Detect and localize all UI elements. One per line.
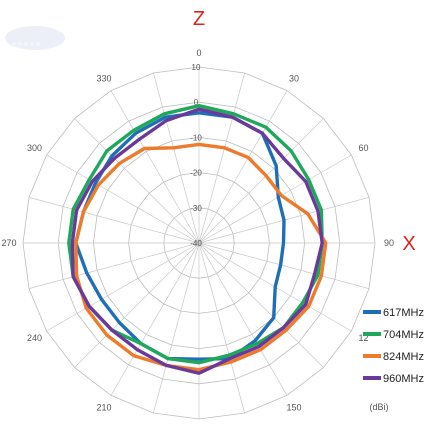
angle-tick-label: 300 (27, 143, 42, 153)
series-line-824MHz (74, 142, 328, 372)
angle-tick-label: 0 (196, 48, 201, 58)
angle-labels: 030609012150180210240270300330 (1, 48, 394, 413)
grid-spoke (28, 197, 200, 244)
series-line-704MHz (67, 103, 324, 365)
x-axis-label: X (402, 233, 415, 255)
radial-tick-label: 10 (192, 63, 201, 72)
grid-spoke (198, 72, 245, 244)
grid-spoke (46, 242, 200, 332)
grid-spoke (198, 242, 324, 368)
legend-label: 960MHz (383, 373, 424, 385)
radial-labels: 10 0 -10 -20 -30 -40 (190, 63, 202, 248)
angle-tick-label: 270 (1, 238, 16, 248)
grid-spoke (153, 72, 200, 244)
legend: 617MHz 704MHz 824MHz 960MHz (363, 307, 424, 385)
legend-label: 617MHz (383, 307, 424, 319)
grid-spoke (198, 242, 245, 414)
grid-spoke (198, 118, 324, 244)
grid-spoke (110, 242, 200, 396)
unit-label: (dBi) (369, 402, 388, 412)
grid-spoke (198, 242, 370, 289)
grid-spoke (46, 154, 200, 244)
angle-tick-label: 240 (27, 333, 42, 343)
grid-spoke (28, 242, 200, 289)
radial-tick-label: -30 (190, 204, 202, 213)
angle-tick-label: 12 (358, 333, 368, 343)
z-axis-label: Z (193, 8, 205, 30)
angle-tick-label: 330 (96, 74, 111, 84)
radial-tick-label: -10 (190, 133, 202, 142)
legend-label: 704MHz (383, 329, 424, 341)
grid-spoke (198, 90, 288, 244)
grid-spoke (153, 242, 200, 414)
series-line-960MHz (70, 107, 324, 375)
angle-tick-label: 60 (358, 143, 368, 153)
grid-spoke (74, 242, 200, 368)
radial-tick-label: -40 (190, 239, 202, 248)
grid-spoke (74, 118, 200, 244)
angle-tick-label: 210 (96, 403, 111, 413)
angle-tick-label: 30 (289, 74, 299, 84)
grid-spoke (198, 242, 288, 396)
radial-tick-label: -20 (190, 169, 202, 178)
grid-spoke (198, 154, 352, 244)
radial-tick-label: 0 (194, 98, 199, 107)
grid-spoke (110, 90, 200, 244)
angle-tick-label: 90 (384, 238, 394, 248)
legend-label: 824MHz (383, 351, 424, 363)
series-layer (67, 103, 328, 375)
angle-tick-label: 150 (286, 403, 301, 413)
watermark-logo (5, 26, 65, 50)
series-line-617MHz (74, 111, 286, 361)
